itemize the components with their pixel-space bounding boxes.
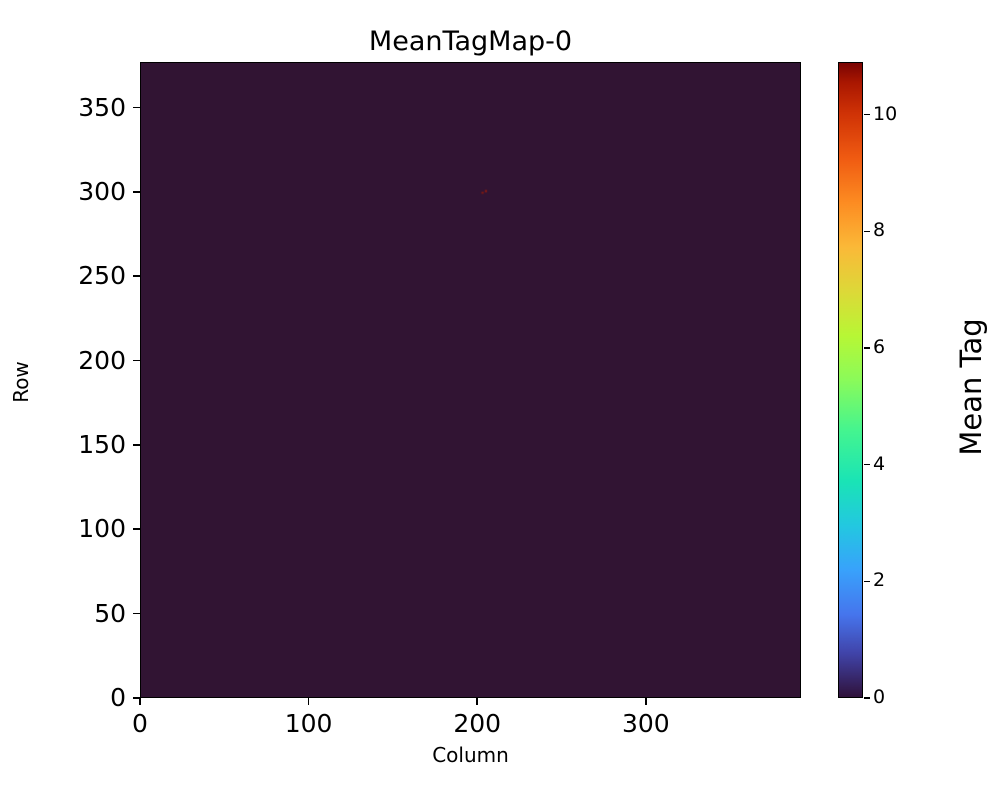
x-axis-label: Column — [432, 743, 509, 767]
colorbar-tick-mark — [864, 113, 870, 116]
colorbar[interactable] — [838, 62, 863, 698]
colorbar-tick-mark — [864, 463, 870, 466]
x-tick-label: 200 — [453, 709, 502, 738]
y-tick-label: 150 — [78, 429, 126, 459]
y-tick-mark — [133, 697, 140, 699]
x-tick-mark — [645, 698, 647, 705]
y-tick-mark — [133, 612, 140, 615]
heatmap-image — [141, 63, 800, 697]
y-tick-label: 100 — [78, 514, 126, 544]
x-tick-label: 100 — [284, 709, 333, 738]
y-tick-mark — [133, 106, 140, 109]
y-axis-label: Row — [9, 361, 33, 403]
y-tick-mark — [133, 191, 140, 193]
y-tick-label: 250 — [78, 261, 126, 291]
x-tick-label: 300 — [622, 709, 670, 738]
x-tick-mark — [476, 698, 479, 705]
y-tick-label: 200 — [78, 345, 126, 375]
x-tick-mark — [307, 698, 310, 705]
colorbar-tick-label: 10 — [873, 102, 898, 125]
colorbar-label: Mean Tag — [954, 318, 988, 456]
y-tick-label: 0 — [110, 683, 126, 712]
colorbar-tick-label: 2 — [873, 569, 886, 592]
colorbar-tick-label: 6 — [873, 335, 886, 358]
heatmap-plot[interactable] — [140, 62, 801, 698]
colorbar-tick-mark — [864, 697, 870, 699]
colorbar-tick-mark — [864, 230, 870, 232]
colorbar-tick-label: 4 — [873, 452, 886, 475]
colorbar-tick-label: 8 — [873, 219, 886, 242]
y-tick-label: 350 — [78, 92, 126, 122]
y-tick-mark — [133, 359, 140, 362]
y-tick-label: 50 — [94, 598, 126, 628]
y-tick-label: 300 — [78, 176, 126, 206]
colorbar-gradient — [839, 63, 862, 697]
colorbar-tick-mark — [864, 580, 870, 582]
page-title: MeanTagMap-0 — [368, 26, 573, 57]
colorbar-tick-mark — [864, 347, 870, 349]
y-tick-mark — [133, 444, 140, 446]
colorbar-tick-label: 0 — [873, 686, 886, 708]
x-tick-label: 0 — [132, 709, 148, 738]
y-tick-mark — [133, 528, 140, 531]
x-tick-mark — [139, 698, 141, 705]
y-tick-mark — [133, 275, 140, 278]
